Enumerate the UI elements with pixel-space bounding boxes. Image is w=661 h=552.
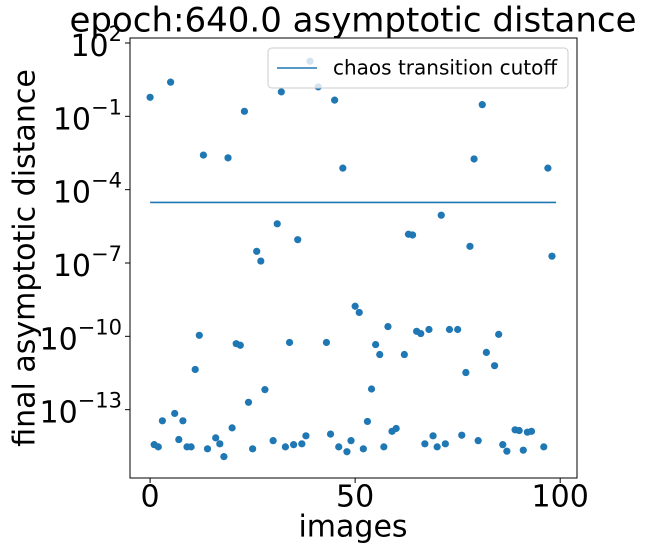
scatter-point (462, 368, 470, 377)
scatter-point (499, 441, 507, 449)
plot-frame (129, 37, 578, 479)
scatter-point (212, 434, 220, 442)
scatter-point (290, 441, 298, 449)
scatter-point (257, 257, 265, 265)
x-axis-label: images (298, 510, 407, 545)
scatter-point (220, 453, 228, 461)
scatter-point (372, 340, 380, 349)
scatter-point (392, 424, 400, 433)
scatter-point (347, 437, 355, 445)
scatter-point (441, 440, 449, 448)
scatter-point (146, 93, 154, 101)
scatter-point (380, 443, 388, 451)
scatter-point (490, 362, 499, 370)
scatter-point (527, 427, 536, 435)
scatter-point (224, 154, 232, 162)
scatter-point (433, 443, 441, 451)
scatter-point (240, 107, 249, 115)
scatter-point (281, 443, 290, 451)
scatter-point (421, 440, 429, 448)
scatter-point (191, 365, 199, 374)
y-tick-label: 10−4 (53, 169, 122, 211)
x-tick-label: 0 (141, 480, 160, 515)
scatter-point (400, 350, 408, 359)
scatter-point (548, 252, 556, 260)
scatter-point (478, 101, 486, 109)
scatter-point (154, 443, 162, 451)
scatter-point (175, 435, 183, 444)
scatter-point (298, 440, 306, 448)
x-tick-label: 50 (336, 480, 374, 515)
chart-title: epoch:640.0 asymptotic distance (70, 1, 637, 41)
scatter-point (343, 448, 351, 456)
scatter-point (359, 445, 367, 453)
scatter-point (203, 445, 212, 453)
y-tick-label: 10−1 (53, 95, 122, 137)
scatter-point (482, 348, 490, 356)
scatter-point (179, 417, 187, 425)
scatter-point (335, 443, 343, 451)
y-tick-label: 10−7 (53, 242, 122, 284)
scatter-point (408, 231, 417, 239)
scatter-point (429, 432, 437, 440)
scatter-point (199, 151, 208, 159)
scatter-point (376, 350, 384, 359)
scatter-point (425, 325, 433, 334)
scatter-point (544, 164, 552, 172)
scatter-point (355, 308, 363, 317)
y-axis-label: final asymptotic distance (8, 69, 43, 447)
scatter-point (384, 322, 392, 331)
scatter-point (285, 338, 294, 347)
scatter-point (351, 302, 359, 310)
legend-box (267, 47, 569, 89)
scatter-point (228, 424, 236, 432)
scatter-point (515, 426, 523, 435)
scatter-point (294, 236, 302, 244)
scatter-point (437, 211, 445, 219)
legend-label: chaos transition cutoff (333, 56, 558, 80)
x-tick-label: 100 (532, 480, 589, 515)
scatter-point (445, 325, 454, 334)
scatter-point (339, 164, 347, 172)
scatter-point (470, 155, 478, 163)
scatter-point (261, 386, 269, 394)
scatter-point (236, 341, 244, 349)
scatter-point (331, 96, 339, 104)
scatter-point (158, 417, 166, 425)
scatter-point (195, 331, 203, 339)
scatter-point (458, 431, 466, 439)
scatter-point (171, 409, 179, 418)
scatter-point (454, 325, 462, 334)
y-tick-label: 10−10 (39, 315, 122, 357)
scatter-point (363, 417, 372, 426)
scatter-point (495, 330, 503, 338)
scatter-point (466, 242, 474, 250)
scatter-point (244, 398, 253, 406)
y-tick-label: 10−13 (39, 389, 122, 431)
scatter-point (367, 385, 376, 393)
scatter-point (166, 78, 175, 86)
scatter-point (503, 447, 511, 455)
scatter-point (322, 338, 331, 347)
scatter-point (249, 445, 257, 453)
scatter-point (417, 329, 425, 338)
scatter-point (519, 446, 527, 454)
scatter-point (187, 443, 195, 451)
scatter-point (253, 247, 261, 255)
scatter-point (277, 88, 285, 96)
scatter-point (273, 220, 281, 228)
scatter-point (302, 432, 310, 440)
scatter-point (269, 437, 277, 445)
scatter-point (540, 443, 548, 451)
scatter-point (326, 430, 335, 438)
y-tick-label: 102 (70, 22, 122, 64)
scatter-point (216, 440, 224, 448)
scatter-point (474, 437, 482, 445)
